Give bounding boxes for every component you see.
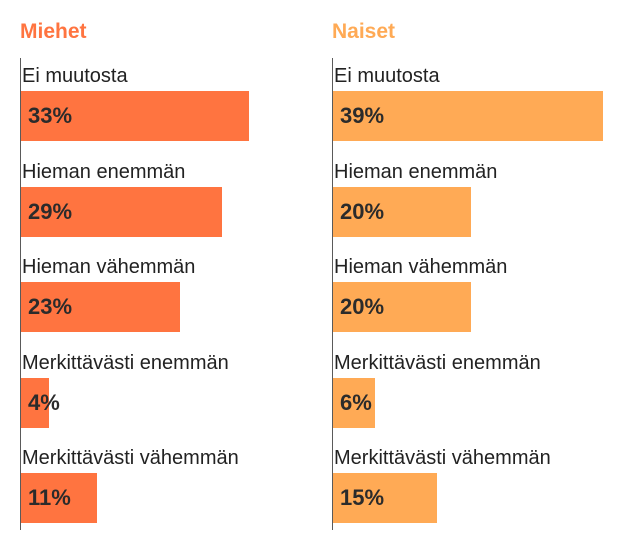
axis-line-men xyxy=(20,58,21,530)
bar: 11% xyxy=(21,473,97,523)
value-label: 33% xyxy=(28,103,73,128)
category-label: Merkittävästi vähemmän xyxy=(22,447,239,469)
category-label: Merkittävästi enemmän xyxy=(334,351,541,374)
category-label: Hieman enemmän xyxy=(334,160,498,183)
panel-women: Naiset Ei muutosta 39% Hieman enemmän 20% Hi… xyxy=(332,0,622,550)
bar: 6% xyxy=(333,377,375,428)
value-label: 6% xyxy=(340,389,372,415)
bar: 20% xyxy=(333,186,471,237)
category-label: Merkittävästi vähemmän xyxy=(334,447,551,469)
bar: 4% xyxy=(21,377,60,428)
bar: 23% xyxy=(21,282,180,332)
bar: 33% xyxy=(21,91,249,141)
panel-title-women: Naiset xyxy=(332,20,396,43)
category-label: Merkittävästi enemmän xyxy=(22,351,229,374)
panel-men: Miehet Ei muutosta 33% Hieman enemmän 29% Hi… xyxy=(20,0,310,550)
category-label: Ei muutosta xyxy=(22,65,128,87)
category-label: Hieman vähemmän xyxy=(22,256,196,278)
category-label: Hieman enemmän xyxy=(22,160,186,183)
bar: 15% xyxy=(333,473,437,523)
value-label: 23% xyxy=(28,294,73,319)
value-label: 11% xyxy=(28,485,71,510)
axis-line-women xyxy=(332,58,333,530)
value-label: 29% xyxy=(28,198,73,224)
bar: 29% xyxy=(21,186,222,237)
value-label: 20% xyxy=(340,294,385,319)
category-label: Ei muutosta xyxy=(334,65,440,87)
panel-title-men: Miehet xyxy=(20,20,87,43)
value-label: 15% xyxy=(340,485,385,510)
bar: 39% xyxy=(333,91,603,141)
value-label: 20% xyxy=(340,198,385,224)
value-label: 39% xyxy=(340,103,385,128)
value-label: 4% xyxy=(28,389,60,415)
bar: 20% xyxy=(333,282,471,332)
category-label: Hieman vähemmän xyxy=(334,256,508,278)
